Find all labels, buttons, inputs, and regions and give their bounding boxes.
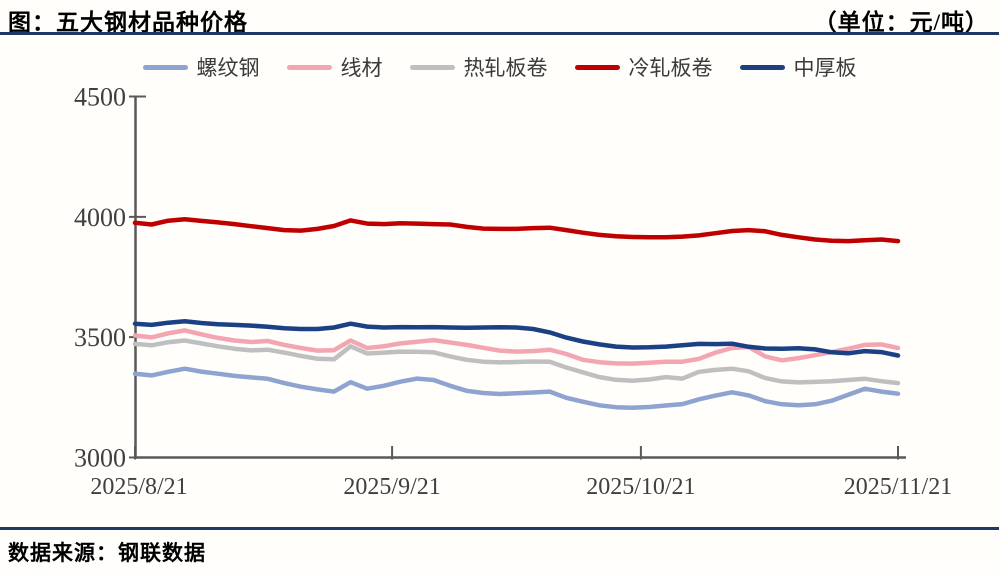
- legend-item-wire-rod: 线材: [286, 52, 383, 82]
- legend-label-rebar: 螺纹钢: [196, 56, 260, 80]
- x-tick-label: 2025/10/21: [586, 474, 695, 500]
- x-tick-label: 2025/9/21: [343, 474, 440, 500]
- series-line-cold-rolled-coil: [132, 216, 901, 244]
- x-tick-label: 2025/11/21: [844, 474, 952, 500]
- series-line-medium-plate: [132, 319, 901, 358]
- y-tick-label: 3000: [74, 444, 126, 473]
- y-tick-label: 4000: [74, 203, 126, 232]
- unit-label: （单位：元/吨）: [813, 10, 989, 35]
- legend-item-rebar: 螺纹钢: [142, 52, 260, 82]
- legend-swatch-rebar: [142, 64, 188, 70]
- x-tick-label: 2025/8/21: [90, 474, 187, 500]
- legend-item-cold-rolled-coil: 冷轧板卷: [574, 52, 713, 82]
- footer-rule: [0, 527, 999, 530]
- legend-label-cold-rolled-coil: 冷轧板卷: [628, 56, 713, 80]
- data-source: 数据来源：钢联数据: [8, 541, 206, 565]
- y-tick-label: 3500: [74, 323, 126, 352]
- legend-swatch-medium-plate: [739, 64, 785, 70]
- series-line-hot-rolled-coil: [132, 338, 901, 386]
- legend-label-hot-rolled-coil: 热轧板卷: [463, 56, 548, 80]
- page-title: 图：五大钢材品种价格: [8, 10, 248, 35]
- legend-swatch-hot-rolled-coil: [409, 64, 455, 70]
- legend-label-wire-rod: 线材: [340, 56, 383, 80]
- legend-label-medium-plate: 中厚板: [793, 56, 857, 80]
- legend-swatch-cold-rolled-coil: [574, 64, 620, 70]
- series-line-wire-rod: [132, 328, 901, 366]
- legend-item-hot-rolled-coil: 热轧板卷: [409, 52, 548, 82]
- series-line-rebar: [132, 366, 901, 410]
- legend-swatch-wire-rod: [286, 64, 332, 70]
- legend-item-medium-plate: 中厚板: [739, 52, 857, 82]
- y-tick-label: 4500: [74, 83, 126, 112]
- legend: 螺纹钢 线材 热轧板卷 冷轧板卷 中厚板: [0, 53, 999, 81]
- header-rule: [0, 32, 999, 35]
